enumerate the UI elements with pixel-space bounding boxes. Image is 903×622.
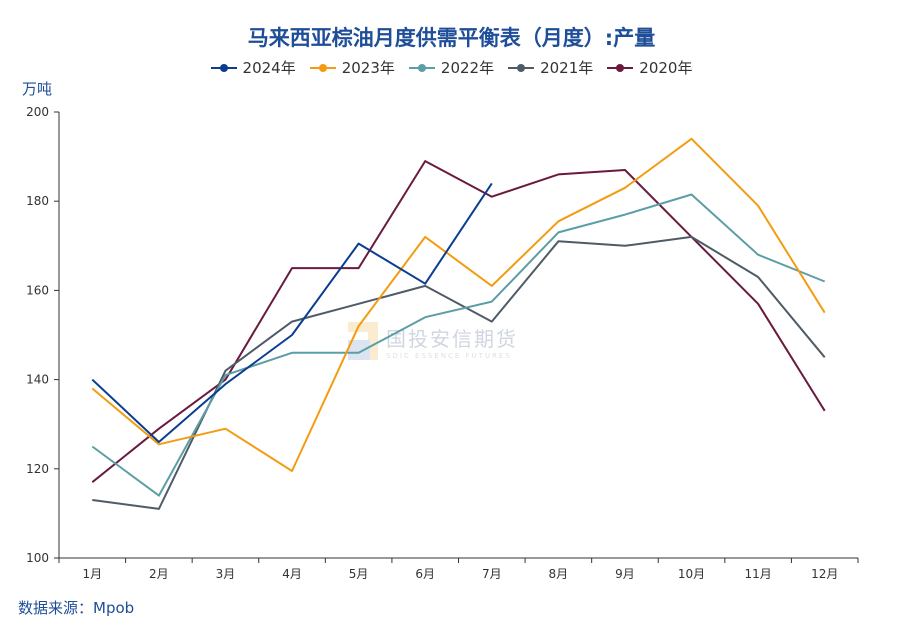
x-tick-label: 1月 — [82, 567, 102, 581]
y-tick-label: 140 — [26, 373, 49, 387]
legend-label: 2021年 — [540, 59, 594, 77]
x-tick-label: 8月 — [549, 567, 569, 581]
x-tick-label: 9月 — [615, 567, 635, 581]
legend-label: 2023年 — [341, 59, 395, 77]
legend-marker-icon — [508, 63, 535, 72]
series-line-2020年 — [91, 160, 826, 483]
legend-marker-icon — [408, 63, 435, 72]
watermark: 国投安信期货 SDIC ESSENCE FUTURES — [348, 322, 518, 360]
y-axis-unit: 万吨 — [22, 80, 53, 98]
legend-item: 2020年 — [607, 57, 692, 78]
x-tick-label: 11月 — [744, 567, 771, 581]
legend-label: 2022年 — [440, 59, 495, 77]
x-tick-label: 2月 — [149, 567, 169, 581]
legend-marker-icon — [210, 63, 237, 72]
x-tick-label: 12月 — [811, 567, 838, 581]
y-tick-label: 180 — [26, 194, 49, 208]
legend-item: 2024年 — [210, 57, 296, 78]
watermark-logo-icon — [348, 322, 378, 360]
series-line-2021年 — [92, 235, 826, 510]
series-line-2022年 — [91, 193, 826, 497]
legend-marker-icon — [309, 63, 336, 72]
x-tick-label: 3月 — [216, 567, 236, 581]
x-tick-label: 4月 — [282, 567, 302, 581]
y-tick-label: 160 — [26, 283, 49, 297]
watermark-text-cn: 国投安信期货 — [386, 326, 518, 351]
legend-marker-icon — [607, 63, 634, 72]
series-line-2023年 — [91, 137, 826, 472]
legend-label: 2024年 — [242, 59, 296, 77]
legend: 2024年 2023年 2022年 2021年 2020年 — [0, 57, 903, 78]
legend-label: 2020年 — [639, 59, 693, 77]
chart-title: 马来西亚棕油月度供需平衡表（月度）:产量 — [247, 26, 656, 50]
x-tick-label: 5月 — [349, 567, 369, 581]
y-tick-label: 120 — [26, 462, 49, 476]
legend-item: 2023年 — [309, 57, 395, 78]
watermark-text-en: SDIC ESSENCE FUTURES — [386, 351, 512, 360]
legend-item: 2022年 — [408, 57, 495, 78]
y-tick-label: 100 — [26, 551, 49, 565]
series-line-2024年 — [91, 182, 493, 443]
source-label: 数据来源：Mpob — [18, 599, 135, 617]
x-tick-label: 7月 — [482, 567, 502, 581]
x-tick-label: 10月 — [678, 567, 705, 581]
y-tick-label: 200 — [26, 105, 49, 119]
legend-item: 2021年 — [508, 57, 593, 78]
x-tick-label: 6月 — [415, 567, 435, 581]
